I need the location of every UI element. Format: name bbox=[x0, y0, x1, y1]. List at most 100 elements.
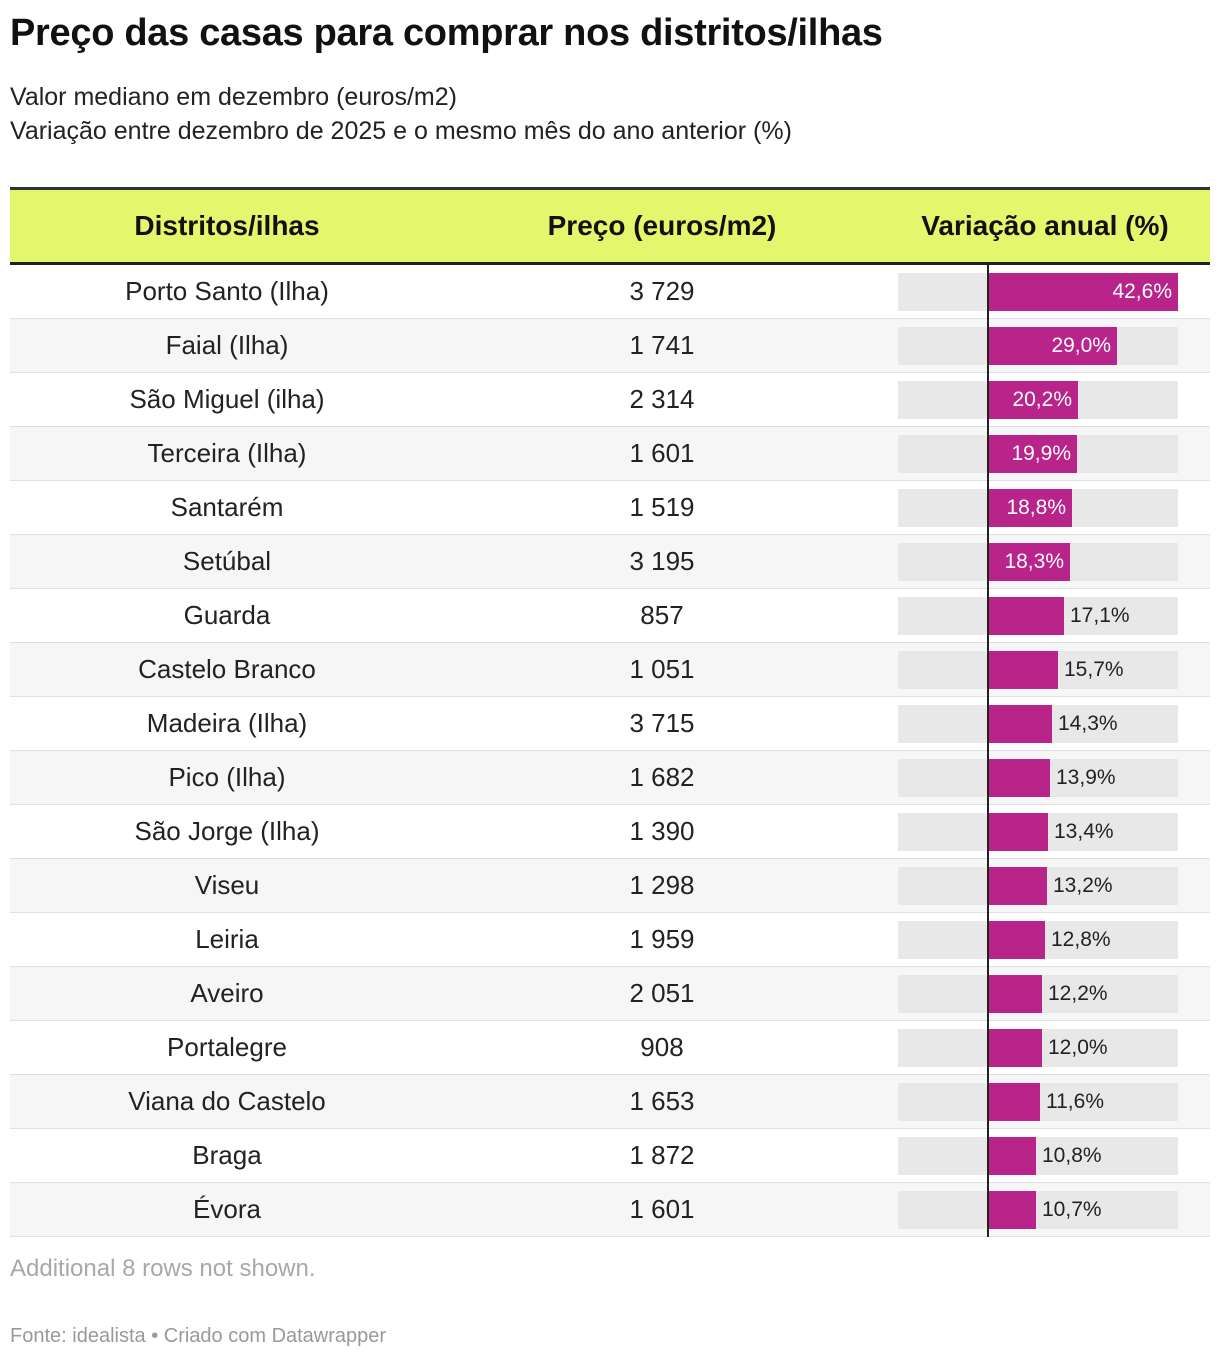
cell-district: Setúbal bbox=[182, 546, 272, 576]
cell-price: 1 519 bbox=[629, 492, 695, 522]
bar-cell: 20,2% bbox=[898, 381, 1178, 419]
bar-mark bbox=[988, 813, 1048, 851]
cell-district: Terceira (Ilha) bbox=[147, 438, 307, 468]
table-row: Leiria 1 959 12,8% bbox=[10, 913, 1210, 967]
cell-price: 1 741 bbox=[629, 330, 695, 360]
cell-district: Aveiro bbox=[190, 978, 264, 1008]
table-row: Évora 1 601 10,7% bbox=[10, 1183, 1210, 1237]
cell-price: 1 390 bbox=[629, 816, 695, 846]
chart-title: Preço das casas para comprar nos distrit… bbox=[10, 12, 883, 54]
bar-value-label: 13,4% bbox=[1054, 820, 1114, 843]
bar-value-label: 19,9% bbox=[1011, 442, 1071, 465]
bar-mark bbox=[988, 489, 1072, 527]
cell-district: Porto Santo (Ilha) bbox=[125, 276, 329, 306]
bar-mark bbox=[988, 705, 1052, 743]
cell-price: 1 959 bbox=[629, 924, 695, 954]
cell-district: Santarém bbox=[170, 492, 284, 522]
bar-mark bbox=[988, 1137, 1036, 1175]
table-row: Madeira (Ilha) 3 715 14,3% bbox=[10, 697, 1210, 751]
bar-cell: 29,0% bbox=[898, 327, 1178, 365]
cell-district: Portalegre bbox=[167, 1032, 287, 1062]
bar-value-label: 10,8% bbox=[1042, 1144, 1102, 1167]
table-row: Viseu 1 298 13,2% bbox=[10, 859, 1210, 913]
table-row: Porto Santo (Ilha) 3 729 42,6% bbox=[10, 265, 1210, 319]
bar-cell: 11,6% bbox=[898, 1083, 1178, 1121]
bar-value-label: 18,8% bbox=[1006, 496, 1066, 519]
bar-value-label: 12,0% bbox=[1048, 1036, 1108, 1059]
bar-mark bbox=[988, 327, 1117, 365]
bar-cell: 18,3% bbox=[898, 543, 1178, 581]
table-row: Terceira (Ilha) 1 601 19,9% bbox=[10, 427, 1210, 481]
bar-cell: 12,8% bbox=[898, 921, 1178, 959]
column-header-change[interactable]: Variação anual (%) bbox=[921, 210, 1169, 241]
cell-price: 1 653 bbox=[629, 1086, 695, 1116]
table-row: São Miguel (ilha) 2 314 20,2% bbox=[10, 373, 1210, 427]
bar-value-label: 18,3% bbox=[1004, 550, 1064, 573]
cell-district: Leiria bbox=[195, 924, 259, 954]
cell-district: São Miguel (ilha) bbox=[129, 384, 325, 414]
cell-price: 1 682 bbox=[629, 762, 695, 792]
bar-value-label: 12,8% bbox=[1051, 928, 1111, 951]
cell-price: 2 314 bbox=[629, 384, 695, 414]
bar-mark bbox=[988, 597, 1064, 635]
bar-zero-axis bbox=[987, 265, 989, 1237]
cell-district: Viana do Castelo bbox=[128, 1086, 326, 1116]
cell-price: 3 195 bbox=[629, 546, 695, 576]
bar-mark bbox=[988, 1029, 1042, 1067]
cell-price: 3 729 bbox=[629, 276, 695, 306]
bar-value-label: 13,2% bbox=[1053, 874, 1113, 897]
table-row: Santarém 1 519 18,8% bbox=[10, 481, 1210, 535]
cell-price: 1 872 bbox=[629, 1140, 695, 1170]
bar-cell: 12,2% bbox=[898, 975, 1178, 1013]
bar-mark bbox=[988, 1083, 1040, 1121]
cell-price: 2 051 bbox=[629, 978, 695, 1008]
bar-mark bbox=[988, 651, 1058, 689]
table-header: Distritos/ilhas Preço (euros/m2) Variaçã… bbox=[10, 187, 1210, 265]
bar-mark bbox=[988, 975, 1042, 1013]
cell-price: 3 715 bbox=[629, 708, 695, 738]
bar-value-label: 29,0% bbox=[1051, 334, 1111, 357]
table-row: Braga 1 872 10,8% bbox=[10, 1129, 1210, 1183]
cell-district: Guarda bbox=[183, 600, 271, 630]
bar-cell: 10,7% bbox=[898, 1191, 1178, 1229]
chart-subtitle-line1: Valor mediano em dezembro (euros/m2) bbox=[10, 83, 457, 111]
bar-cell: 19,9% bbox=[898, 435, 1178, 473]
cell-price: 1 601 bbox=[629, 438, 695, 468]
column-header-price[interactable]: Preço (euros/m2) bbox=[547, 210, 777, 241]
bar-cell: 18,8% bbox=[898, 489, 1178, 527]
rows-hidden-note: Additional 8 rows not shown. bbox=[10, 1255, 316, 1282]
bar-cell: 10,8% bbox=[898, 1137, 1178, 1175]
bar-value-label: 15,7% bbox=[1064, 658, 1124, 681]
cell-price: 1 601 bbox=[629, 1194, 695, 1224]
bar-cell: 15,7% bbox=[898, 651, 1178, 689]
bar-value-label: 17,1% bbox=[1070, 604, 1130, 627]
bar-value-label: 10,7% bbox=[1042, 1198, 1102, 1221]
bar-mark bbox=[988, 273, 1178, 311]
bar-cell: 17,1% bbox=[898, 597, 1178, 635]
bar-value-label: 20,2% bbox=[1012, 388, 1072, 411]
bar-value-label: 12,2% bbox=[1048, 982, 1108, 1005]
bar-cell: 42,6% bbox=[898, 273, 1178, 311]
table-body: Porto Santo (Ilha) 3 729 42,6% Faial (Ilha)… bbox=[10, 265, 1210, 1237]
chart-subtitle-line2: Variação entre dezembro de 2025 e o mesm… bbox=[10, 117, 792, 145]
cell-district: Braga bbox=[192, 1140, 262, 1170]
cell-district: Castelo Branco bbox=[138, 654, 316, 684]
table-row: Portalegre 908 12,0% bbox=[10, 1021, 1210, 1075]
bar-mark bbox=[988, 1191, 1036, 1229]
bar-mark bbox=[988, 543, 1070, 581]
table-row: Castelo Branco 1 051 15,7% bbox=[10, 643, 1210, 697]
column-header-district[interactable]: Distritos/ilhas bbox=[134, 210, 320, 241]
bar-cell: 12,0% bbox=[898, 1029, 1178, 1067]
bar-cell: 13,2% bbox=[898, 867, 1178, 905]
bar-value-label: 11,6% bbox=[1046, 1090, 1104, 1113]
cell-district: São Jorge (Ilha) bbox=[134, 816, 320, 846]
cell-district: Pico (Ilha) bbox=[168, 762, 286, 792]
cell-price: 1 051 bbox=[629, 654, 695, 684]
cell-district: Madeira (Ilha) bbox=[146, 708, 308, 738]
cell-price: 908 bbox=[640, 1032, 684, 1062]
bar-mark bbox=[988, 921, 1045, 959]
bar-cell: 14,3% bbox=[898, 705, 1178, 743]
bar-value-label: 13,9% bbox=[1056, 766, 1116, 789]
bar-value-label: 14,3% bbox=[1058, 712, 1118, 735]
table-row: Faial (Ilha) 1 741 29,0% bbox=[10, 319, 1210, 373]
